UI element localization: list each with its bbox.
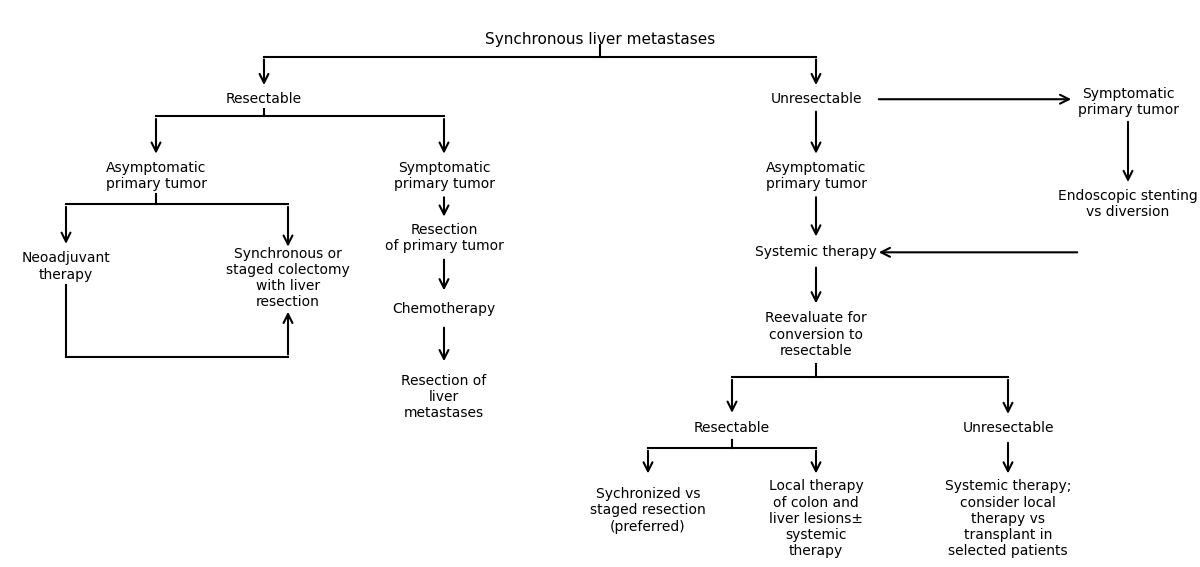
Text: Systemic therapy;
consider local
therapy vs
transplant in
selected patients: Systemic therapy; consider local therapy…: [944, 480, 1072, 558]
Text: Chemotherapy: Chemotherapy: [392, 302, 496, 316]
Text: Sychronized vs
staged resection
(preferred): Sychronized vs staged resection (preferr…: [590, 487, 706, 534]
Text: Systemic therapy: Systemic therapy: [755, 246, 877, 259]
Text: Resectable: Resectable: [694, 421, 770, 435]
Text: Symptomatic
primary tumor: Symptomatic primary tumor: [394, 160, 494, 191]
Text: Local therapy
of colon and
liver lesions±
systemic
therapy: Local therapy of colon and liver lesions…: [769, 480, 863, 558]
Text: Resectable: Resectable: [226, 92, 302, 106]
Text: Symptomatic
primary tumor: Symptomatic primary tumor: [1078, 87, 1178, 117]
Text: Endoscopic stenting
vs diversion: Endoscopic stenting vs diversion: [1058, 189, 1198, 219]
Text: Neoadjuvant
therapy: Neoadjuvant therapy: [22, 251, 110, 282]
Text: Synchronous liver metastases: Synchronous liver metastases: [485, 32, 715, 47]
Text: Asymptomatic
primary tumor: Asymptomatic primary tumor: [106, 160, 206, 191]
Text: Unresectable: Unresectable: [770, 92, 862, 106]
Text: Reevaluate for
conversion to
resectable: Reevaluate for conversion to resectable: [766, 311, 866, 358]
Text: Synchronous or
staged colectomy
with liver
resection: Synchronous or staged colectomy with liv…: [226, 247, 350, 309]
Text: Resection of
liver
metastases: Resection of liver metastases: [401, 374, 487, 420]
Text: Resection
of primary tumor: Resection of primary tumor: [384, 223, 504, 253]
Text: Asymptomatic
primary tumor: Asymptomatic primary tumor: [766, 160, 866, 191]
Text: Unresectable: Unresectable: [962, 421, 1054, 435]
